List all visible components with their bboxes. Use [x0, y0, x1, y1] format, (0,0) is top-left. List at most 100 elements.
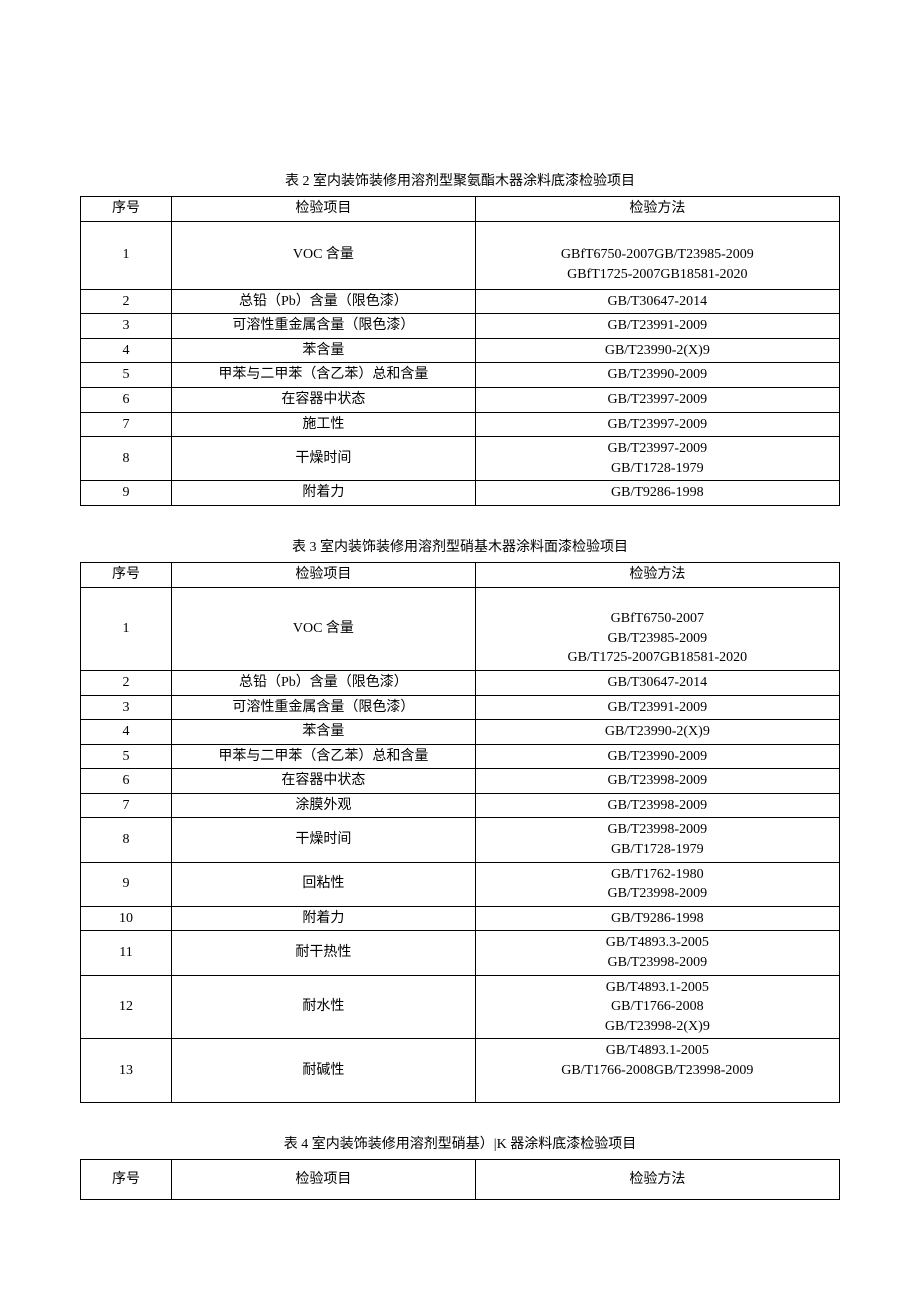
cell-seq: 4 — [81, 338, 172, 363]
table-row: 3可溶性重金属含量（限色漆）GB/T23991-2009 — [81, 314, 840, 339]
cell-item: 施工性 — [172, 412, 476, 437]
cell-method: GB/T23990-2009 — [475, 363, 839, 388]
table-row: 1VOC 含量 GBfT6750-2007GB/T23985-2009GBfT1… — [81, 221, 840, 289]
table3-header-row: 序号 检验项目 检验方法 — [81, 562, 840, 587]
table-row: 7施工性GB/T23997-2009 — [81, 412, 840, 437]
table-row: 12耐水性GB/T4893.1-2005GB/T1766-2008GB/T239… — [81, 975, 840, 1039]
cell-method: GB/T23990-2(X)9 — [475, 338, 839, 363]
cell-method: GB/T23990-2009 — [475, 744, 839, 769]
cell-method: GB/T4893.3-2005GB/T23998-2009 — [475, 931, 839, 975]
table-row: 9回粘性GB/T1762-1980GB/T23998-2009 — [81, 862, 840, 906]
cell-item: 甲苯与二甲苯（含乙苯）总和含量 — [172, 744, 476, 769]
cell-item: 可溶性重金属含量（限色漆） — [172, 695, 476, 720]
cell-item: VOC 含量 — [172, 587, 476, 670]
cell-item: 回粘性 — [172, 862, 476, 906]
table2-body: 1VOC 含量 GBfT6750-2007GB/T23985-2009GBfT1… — [81, 221, 840, 505]
cell-seq: 2 — [81, 670, 172, 695]
cell-method: GB/T23998-2009 — [475, 769, 839, 794]
table-row: 13耐碱性GB/T4893.1-2005GB/T1766-2008GB/T239… — [81, 1039, 840, 1103]
cell-method: GBfT6750-2007GB/T23985-2009GB/T1725-2007… — [475, 587, 839, 670]
cell-method: GB/T9286-1998 — [475, 906, 839, 931]
table3-title: 表 3 室内装饰装修用溶剂型硝基木器涂料面漆检验项目 — [80, 536, 840, 556]
table4-header-method: 检验方法 — [475, 1160, 839, 1200]
table-row: 4苯含量GB/T23990-2(X)9 — [81, 338, 840, 363]
table-row: 2总铅（Pb）含量（限色漆）GB/T30647-2014 — [81, 289, 840, 314]
table3-header-item: 检验项目 — [172, 562, 476, 587]
table2-header-row: 序号 检验项目 检验方法 — [81, 197, 840, 222]
cell-method: GB/T30647-2014 — [475, 289, 839, 314]
table-row: 9附着力GB/T9286-1998 — [81, 481, 840, 506]
cell-method: GB/T23997-2009 — [475, 387, 839, 412]
cell-item: 涂膜外观 — [172, 793, 476, 818]
table-row: 6在容器中状态GB/T23998-2009 — [81, 769, 840, 794]
cell-method: GB/T23997-2009GB/T1728-1979 — [475, 437, 839, 481]
table4-title: 表 4 室内装饰装修用溶剂型硝基）|K 器涂料底漆检验项目 — [80, 1133, 840, 1153]
cell-item: 干燥时间 — [172, 818, 476, 862]
cell-seq: 2 — [81, 289, 172, 314]
cell-item: 苯含量 — [172, 338, 476, 363]
cell-seq: 8 — [81, 818, 172, 862]
cell-method: GB/T4893.1-2005GB/T1766-2008GB/T23998-2(… — [475, 975, 839, 1039]
cell-seq: 5 — [81, 744, 172, 769]
cell-seq: 1 — [81, 587, 172, 670]
cell-method: GB/T23997-2009 — [475, 412, 839, 437]
cell-method: GB/T9286-1998 — [475, 481, 839, 506]
cell-seq: 4 — [81, 720, 172, 745]
table4-header-seq: 序号 — [81, 1160, 172, 1200]
cell-item: 耐碱性 — [172, 1039, 476, 1103]
table-row: 5甲苯与二甲苯（含乙苯）总和含量GB/T23990-2009 — [81, 744, 840, 769]
cell-item: 在容器中状态 — [172, 387, 476, 412]
table-row: 11耐干热性GB/T4893.3-2005GB/T23998-2009 — [81, 931, 840, 975]
cell-method: GB/T1762-1980GB/T23998-2009 — [475, 862, 839, 906]
table2-title: 表 2 室内装饰装修用溶剂型聚氨酯木器涂料底漆检验项目 — [80, 170, 840, 190]
cell-seq: 3 — [81, 314, 172, 339]
table-row: 8干燥时间GB/T23998-2009GB/T1728-1979 — [81, 818, 840, 862]
cell-item: 附着力 — [172, 906, 476, 931]
cell-item: 甲苯与二甲苯（含乙苯）总和含量 — [172, 363, 476, 388]
cell-seq: 12 — [81, 975, 172, 1039]
table2-header-seq: 序号 — [81, 197, 172, 222]
cell-seq: 10 — [81, 906, 172, 931]
table2: 序号 检验项目 检验方法 1VOC 含量 GBfT6750-2007GB/T23… — [80, 196, 840, 506]
table-row: 2总铅（Pb）含量（限色漆）GB/T30647-2014 — [81, 670, 840, 695]
cell-item: 耐干热性 — [172, 931, 476, 975]
table-row: 5甲苯与二甲苯（含乙苯）总和含量GB/T23990-2009 — [81, 363, 840, 388]
table3: 序号 检验项目 检验方法 1VOC 含量 GBfT6750-2007GB/T23… — [80, 562, 840, 1103]
table-row: 4苯含量GB/T23990-2(X)9 — [81, 720, 840, 745]
cell-item: 在容器中状态 — [172, 769, 476, 794]
cell-item: 可溶性重金属含量（限色漆） — [172, 314, 476, 339]
table2-header-item: 检验项目 — [172, 197, 476, 222]
cell-seq: 9 — [81, 481, 172, 506]
cell-method: GB/T23998-2009GB/T1728-1979 — [475, 818, 839, 862]
cell-method: GB/T23998-2009 — [475, 793, 839, 818]
table-row: 3可溶性重金属含量（限色漆）GB/T23991-2009 — [81, 695, 840, 720]
cell-method: GB/T23991-2009 — [475, 314, 839, 339]
cell-method: GB/T4893.1-2005GB/T1766-2008GB/T23998-20… — [475, 1039, 839, 1103]
table2-header-method: 检验方法 — [475, 197, 839, 222]
cell-seq: 9 — [81, 862, 172, 906]
table4-header-item: 检验项目 — [172, 1160, 476, 1200]
table3-body: 1VOC 含量 GBfT6750-2007GB/T23985-2009GB/T1… — [81, 587, 840, 1103]
cell-method: GB/T23990-2(X)9 — [475, 720, 839, 745]
cell-seq: 5 — [81, 363, 172, 388]
cell-item: 总铅（Pb）含量（限色漆） — [172, 289, 476, 314]
cell-method: GB/T23991-2009 — [475, 695, 839, 720]
cell-item: 耐水性 — [172, 975, 476, 1039]
cell-seq: 7 — [81, 412, 172, 437]
table3-header-method: 检验方法 — [475, 562, 839, 587]
table-row: 10附着力GB/T9286-1998 — [81, 906, 840, 931]
cell-item: 总铅（Pb）含量（限色漆） — [172, 670, 476, 695]
cell-seq: 7 — [81, 793, 172, 818]
table4-header-row: 序号 检验项目 检验方法 — [81, 1160, 840, 1200]
cell-seq: 1 — [81, 221, 172, 289]
cell-method: GB/T30647-2014 — [475, 670, 839, 695]
cell-seq: 11 — [81, 931, 172, 975]
table-row: 1VOC 含量 GBfT6750-2007GB/T23985-2009GB/T1… — [81, 587, 840, 670]
cell-seq: 6 — [81, 387, 172, 412]
cell-item: 附着力 — [172, 481, 476, 506]
cell-seq: 13 — [81, 1039, 172, 1103]
cell-seq: 6 — [81, 769, 172, 794]
table-row: 7涂膜外观GB/T23998-2009 — [81, 793, 840, 818]
cell-item: 苯含量 — [172, 720, 476, 745]
cell-item: VOC 含量 — [172, 221, 476, 289]
